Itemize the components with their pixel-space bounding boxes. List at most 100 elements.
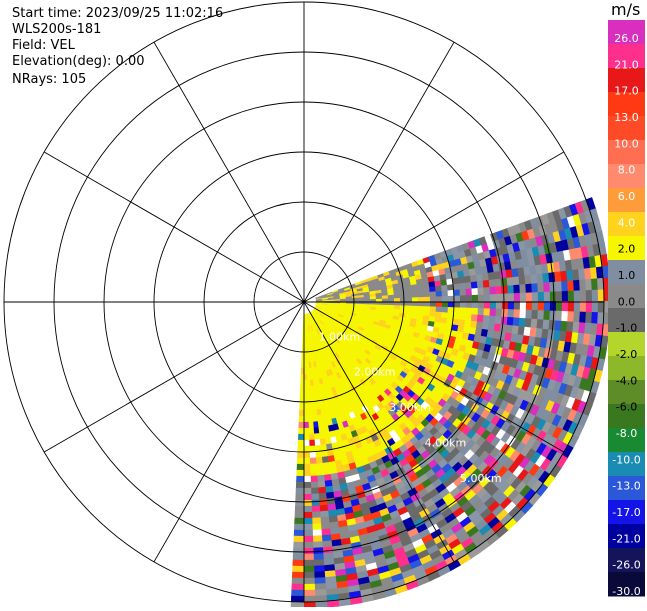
- range-gate: [340, 382, 347, 391]
- range-gate: [321, 325, 327, 332]
- range-gate: [572, 375, 583, 390]
- range-gate: [334, 435, 343, 443]
- range-gate: [321, 317, 327, 324]
- range-gate: [331, 484, 341, 493]
- range-gate: [359, 322, 367, 328]
- range-gate: [332, 562, 346, 571]
- colorbar-tick-label: 17.0: [614, 85, 639, 98]
- range-gate: [307, 319, 310, 327]
- range-gate: [506, 316, 514, 327]
- range-gate: [336, 316, 343, 321]
- range-gate: [417, 287, 425, 294]
- range-gate: [337, 525, 349, 534]
- range-gate: [375, 301, 383, 306]
- range-gate: [313, 317, 318, 324]
- range-gate: [488, 279, 496, 289]
- range-gate: [292, 553, 304, 561]
- range-gate: [353, 351, 361, 359]
- range-gate: [468, 530, 483, 544]
- range-gate: [333, 331, 340, 338]
- range-gate: [354, 332, 362, 339]
- range-gate: [313, 316, 319, 323]
- range-gate: [545, 338, 554, 351]
- range-gate: [469, 320, 478, 329]
- range-gate: [336, 351, 343, 358]
- range-gate: [422, 282, 430, 289]
- range-gate: [347, 319, 355, 325]
- range-gate: [318, 340, 323, 348]
- range-gate: [540, 377, 551, 390]
- range-gate: [361, 281, 369, 287]
- range-gate: [326, 321, 333, 327]
- range-gate: [331, 313, 338, 318]
- range-gate: [322, 552, 334, 560]
- range-gate: [328, 466, 338, 475]
- range-gate: [557, 250, 566, 263]
- range-gate: [417, 310, 425, 317]
- range-gate: [331, 347, 337, 355]
- range-gate: [518, 399, 530, 412]
- range-gate: [344, 311, 352, 315]
- range-gate: [320, 318, 327, 325]
- range-gate: [536, 273, 544, 285]
- range-gate: [404, 280, 412, 287]
- range-gate: [585, 311, 593, 325]
- range-gate: [294, 517, 304, 525]
- range-gate: [420, 272, 429, 280]
- range-gate: [319, 319, 326, 325]
- range-gate: [373, 333, 382, 340]
- range-gate: [433, 275, 441, 283]
- range-gate: [446, 278, 454, 286]
- range-gate: [477, 251, 486, 262]
- range-gate: [330, 417, 338, 426]
- range-gate: [556, 429, 569, 444]
- range-gate: [315, 378, 321, 386]
- range-gate: [585, 278, 593, 292]
- range-gate: [354, 341, 362, 349]
- range-gate: [393, 308, 401, 314]
- range-gate: [555, 281, 563, 293]
- range-gate: [441, 284, 449, 292]
- range-gate: [434, 518, 449, 530]
- range-gate: [307, 409, 313, 417]
- range-gate: [506, 277, 514, 287]
- range-gate: [357, 294, 365, 298]
- range-gate: [557, 207, 568, 221]
- range-gate: [511, 386, 522, 399]
- range-gate: [483, 301, 491, 310]
- range-gate: [337, 312, 345, 317]
- range-gate: [345, 351, 353, 359]
- range-gate: [530, 427, 542, 441]
- range-gate: [355, 358, 363, 366]
- range-gate: [344, 290, 352, 295]
- range-gate: [465, 255, 474, 264]
- range-gate: [312, 565, 325, 573]
- range-gate: [393, 294, 401, 299]
- range-gate: [383, 499, 396, 509]
- range-gate: [508, 341, 517, 352]
- range-gate: [406, 507, 420, 518]
- range-gate: [328, 368, 334, 376]
- range-gate: [552, 209, 562, 223]
- range-gate: [552, 261, 561, 274]
- range-gate: [319, 311, 326, 316]
- range-gate: [310, 361, 315, 369]
- range-gate: [324, 485, 334, 494]
- range-gate: [381, 493, 393, 504]
- range-gate: [391, 337, 400, 345]
- range-gate: [333, 366, 339, 374]
- range-gate: [368, 352, 377, 360]
- range-gate: [309, 481, 319, 489]
- range-gate: [318, 504, 329, 512]
- range-gate: [447, 289, 455, 297]
- range-gate: [343, 381, 351, 389]
- range-gate: [525, 436, 537, 450]
- range-gate: [561, 419, 574, 434]
- range-gate: [433, 321, 441, 329]
- range-gate: [317, 334, 322, 342]
- range-gate: [331, 551, 344, 559]
- range-gate: [333, 429, 341, 438]
- range-gate: [544, 400, 556, 414]
- range-gate: [328, 342, 334, 349]
